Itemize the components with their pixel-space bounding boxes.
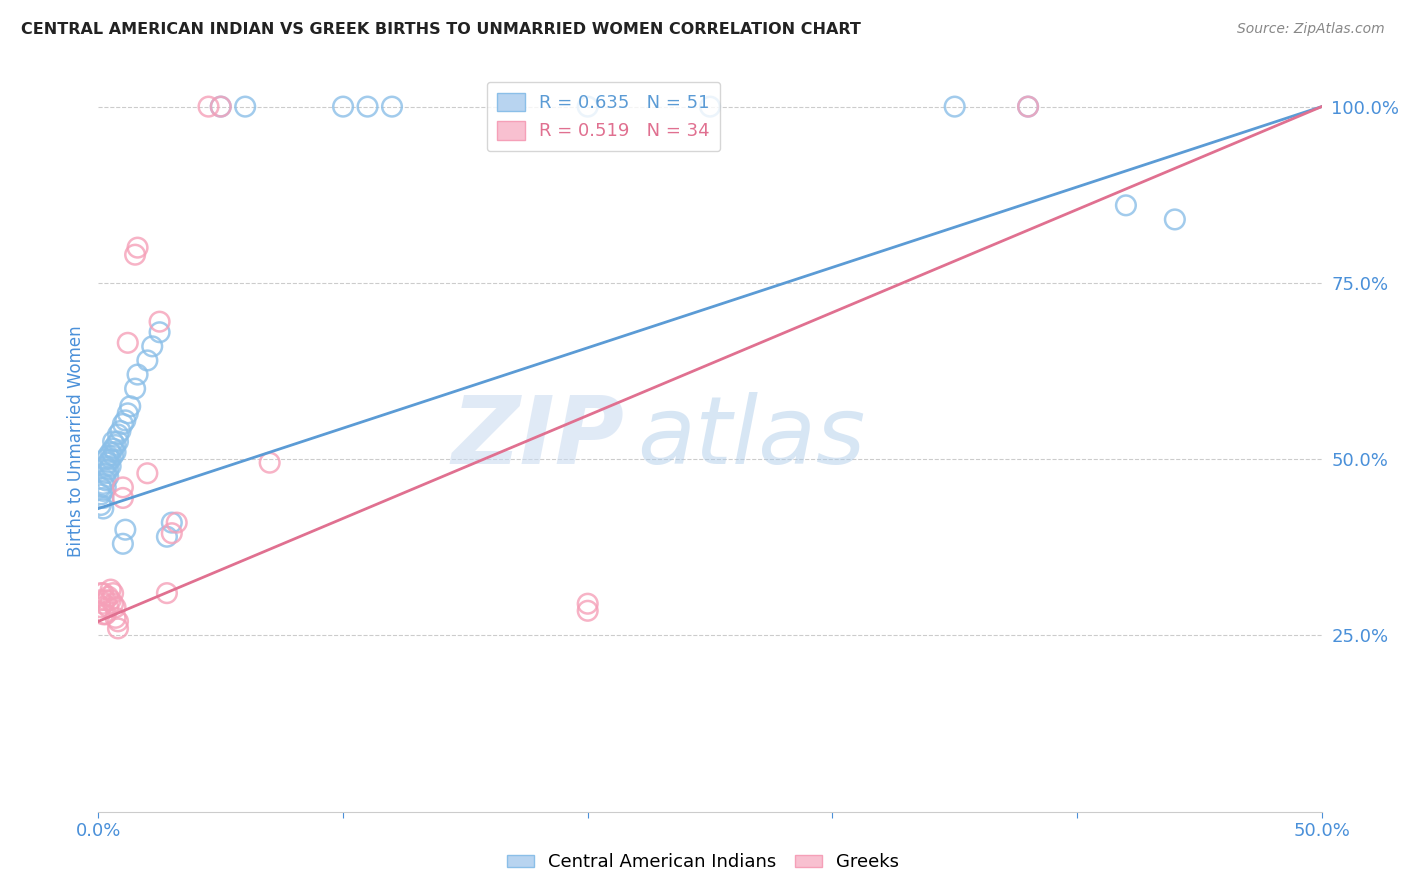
Legend: R = 0.635   N = 51, R = 0.519   N = 34: R = 0.635 N = 51, R = 0.519 N = 34 xyxy=(486,82,720,152)
Point xyxy=(94,480,117,494)
Text: CENTRAL AMERICAN INDIAN VS GREEK BIRTHS TO UNMARRIED WOMEN CORRELATION CHART: CENTRAL AMERICAN INDIAN VS GREEK BIRTHS … xyxy=(21,22,860,37)
Point xyxy=(233,100,256,114)
Point xyxy=(90,498,112,512)
Point xyxy=(97,449,120,463)
Point xyxy=(149,325,172,339)
Text: ZIP: ZIP xyxy=(451,392,624,483)
Point xyxy=(100,593,122,607)
Point xyxy=(97,470,120,484)
Point xyxy=(576,597,599,611)
Point xyxy=(576,604,599,618)
Point xyxy=(127,368,149,382)
Point xyxy=(91,597,114,611)
Text: atlas: atlas xyxy=(637,392,865,483)
Point xyxy=(94,459,117,474)
Point xyxy=(100,452,122,467)
Point xyxy=(97,600,120,615)
Point xyxy=(100,445,122,459)
Point xyxy=(259,456,281,470)
Point xyxy=(97,456,120,470)
Point xyxy=(149,315,172,329)
Point xyxy=(114,523,136,537)
Point xyxy=(91,586,114,600)
Point xyxy=(101,586,124,600)
Point xyxy=(107,621,129,635)
Point xyxy=(117,406,139,420)
Point xyxy=(127,241,149,255)
Point xyxy=(94,473,117,487)
Point xyxy=(101,434,124,449)
Point xyxy=(114,413,136,427)
Point xyxy=(117,335,139,350)
Point xyxy=(107,427,129,442)
Point xyxy=(111,491,134,505)
Point xyxy=(120,399,142,413)
Point xyxy=(104,438,127,452)
Point xyxy=(104,600,127,615)
Point xyxy=(90,600,112,615)
Point xyxy=(160,526,183,541)
Point xyxy=(110,424,132,438)
Point xyxy=(1017,100,1039,114)
Point xyxy=(91,607,114,622)
Point xyxy=(97,590,120,604)
Point xyxy=(111,480,134,494)
Point xyxy=(209,100,232,114)
Point xyxy=(197,100,219,114)
Point xyxy=(156,530,179,544)
Point xyxy=(101,442,124,456)
Point xyxy=(94,607,117,622)
Point xyxy=(101,449,124,463)
Point xyxy=(90,586,112,600)
Point xyxy=(107,615,129,629)
Point xyxy=(381,100,404,114)
Point xyxy=(1115,198,1137,212)
Point xyxy=(91,491,114,505)
Point xyxy=(91,501,114,516)
Y-axis label: Births to Unmarried Women: Births to Unmarried Women xyxy=(66,326,84,558)
Point xyxy=(104,611,127,625)
Legend: Central American Indians, Greeks: Central American Indians, Greeks xyxy=(499,847,907,879)
Point xyxy=(576,100,599,114)
Point xyxy=(136,353,159,368)
Point xyxy=(91,476,114,491)
Point xyxy=(94,593,117,607)
Point xyxy=(90,487,112,501)
Point xyxy=(90,480,112,494)
Point xyxy=(90,593,112,607)
Point xyxy=(124,382,146,396)
Point xyxy=(1017,100,1039,114)
Point xyxy=(107,434,129,449)
Point xyxy=(160,516,183,530)
Point xyxy=(101,597,124,611)
Point xyxy=(94,467,117,481)
Point xyxy=(166,516,188,530)
Point xyxy=(124,248,146,262)
Point xyxy=(699,100,721,114)
Point xyxy=(91,483,114,498)
Point xyxy=(332,100,354,114)
Point xyxy=(356,100,378,114)
Point xyxy=(100,459,122,474)
Point xyxy=(209,100,232,114)
Point xyxy=(156,586,179,600)
Point xyxy=(94,452,117,467)
Point xyxy=(100,582,122,597)
Text: Source: ZipAtlas.com: Source: ZipAtlas.com xyxy=(1237,22,1385,37)
Point xyxy=(104,445,127,459)
Point xyxy=(111,417,134,431)
Point xyxy=(97,463,120,477)
Point xyxy=(1164,212,1187,227)
Point xyxy=(141,339,163,353)
Point xyxy=(943,100,966,114)
Point xyxy=(136,467,159,481)
Point xyxy=(111,537,134,551)
